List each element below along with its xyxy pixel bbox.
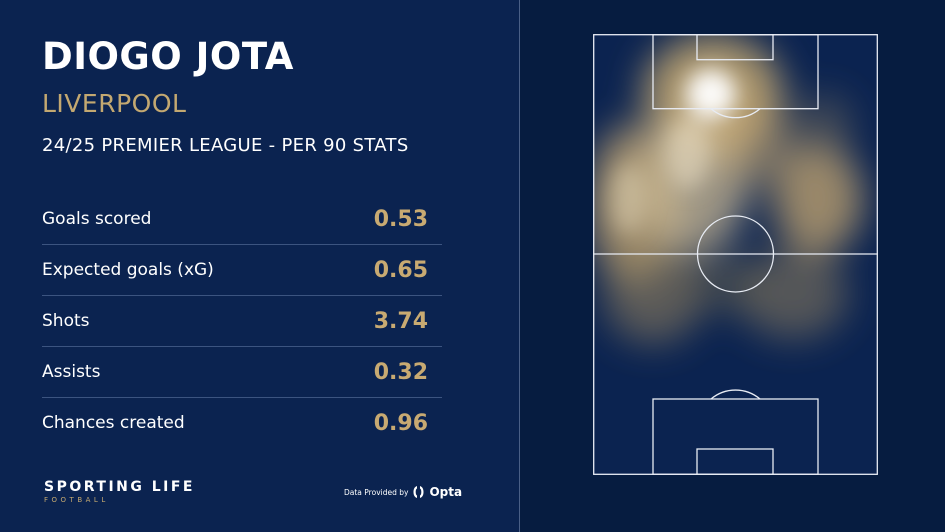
brand-main: SPORTING LIFE <box>44 479 195 495</box>
stats-subtitle: 24/25 PREMIER LEAGUE - PER 90 STATS <box>42 135 409 156</box>
stat-label: Goals scored <box>42 209 152 229</box>
stat-row-chances: Chances created 0.96 <box>42 398 442 449</box>
panel-divider <box>519 0 520 532</box>
pitch-lines <box>593 34 878 475</box>
stat-row-goals: Goals scored 0.53 <box>42 194 442 245</box>
stat-row-xg: Expected goals (xG) 0.65 <box>42 245 442 296</box>
opta-logo-icon <box>413 486 424 498</box>
heatmap-layer <box>593 34 863 344</box>
stat-label: Shots <box>42 311 90 331</box>
stats-list: Goals scored 0.53 Expected goals (xG) 0.… <box>42 194 442 449</box>
data-provider: Data Provided by Opta <box>344 485 462 499</box>
brand-sub: FOOTBALL <box>44 496 109 504</box>
player-name: DIOGO JOTA <box>42 35 294 78</box>
sporting-life-logo: SPORTING LIFE FOOTBALL <box>44 479 195 504</box>
stat-value: 0.96 <box>373 411 428 436</box>
stat-label: Assists <box>42 362 101 382</box>
opta-name: Opta <box>429 485 463 499</box>
stat-row-assists: Assists 0.32 <box>42 347 442 398</box>
stats-panel: DIOGO JOTA LIVERPOOL 24/25 PREMIER LEAGU… <box>42 35 463 504</box>
stat-value: 0.53 <box>373 207 428 232</box>
stat-value: 3.74 <box>373 309 428 334</box>
stat-value: 0.32 <box>373 360 428 385</box>
stat-label: Expected goals (xG) <box>42 260 214 280</box>
pitch <box>593 34 878 475</box>
data-provided-label: Data Provided by <box>344 487 409 497</box>
club-name: LIVERPOOL <box>42 89 187 118</box>
pitch-heatmap <box>593 34 878 479</box>
heatmap-panel <box>520 0 945 532</box>
stat-value: 0.65 <box>373 258 428 283</box>
stat-label: Chances created <box>42 413 185 433</box>
stat-row-shots: Shots 3.74 <box>42 296 442 347</box>
